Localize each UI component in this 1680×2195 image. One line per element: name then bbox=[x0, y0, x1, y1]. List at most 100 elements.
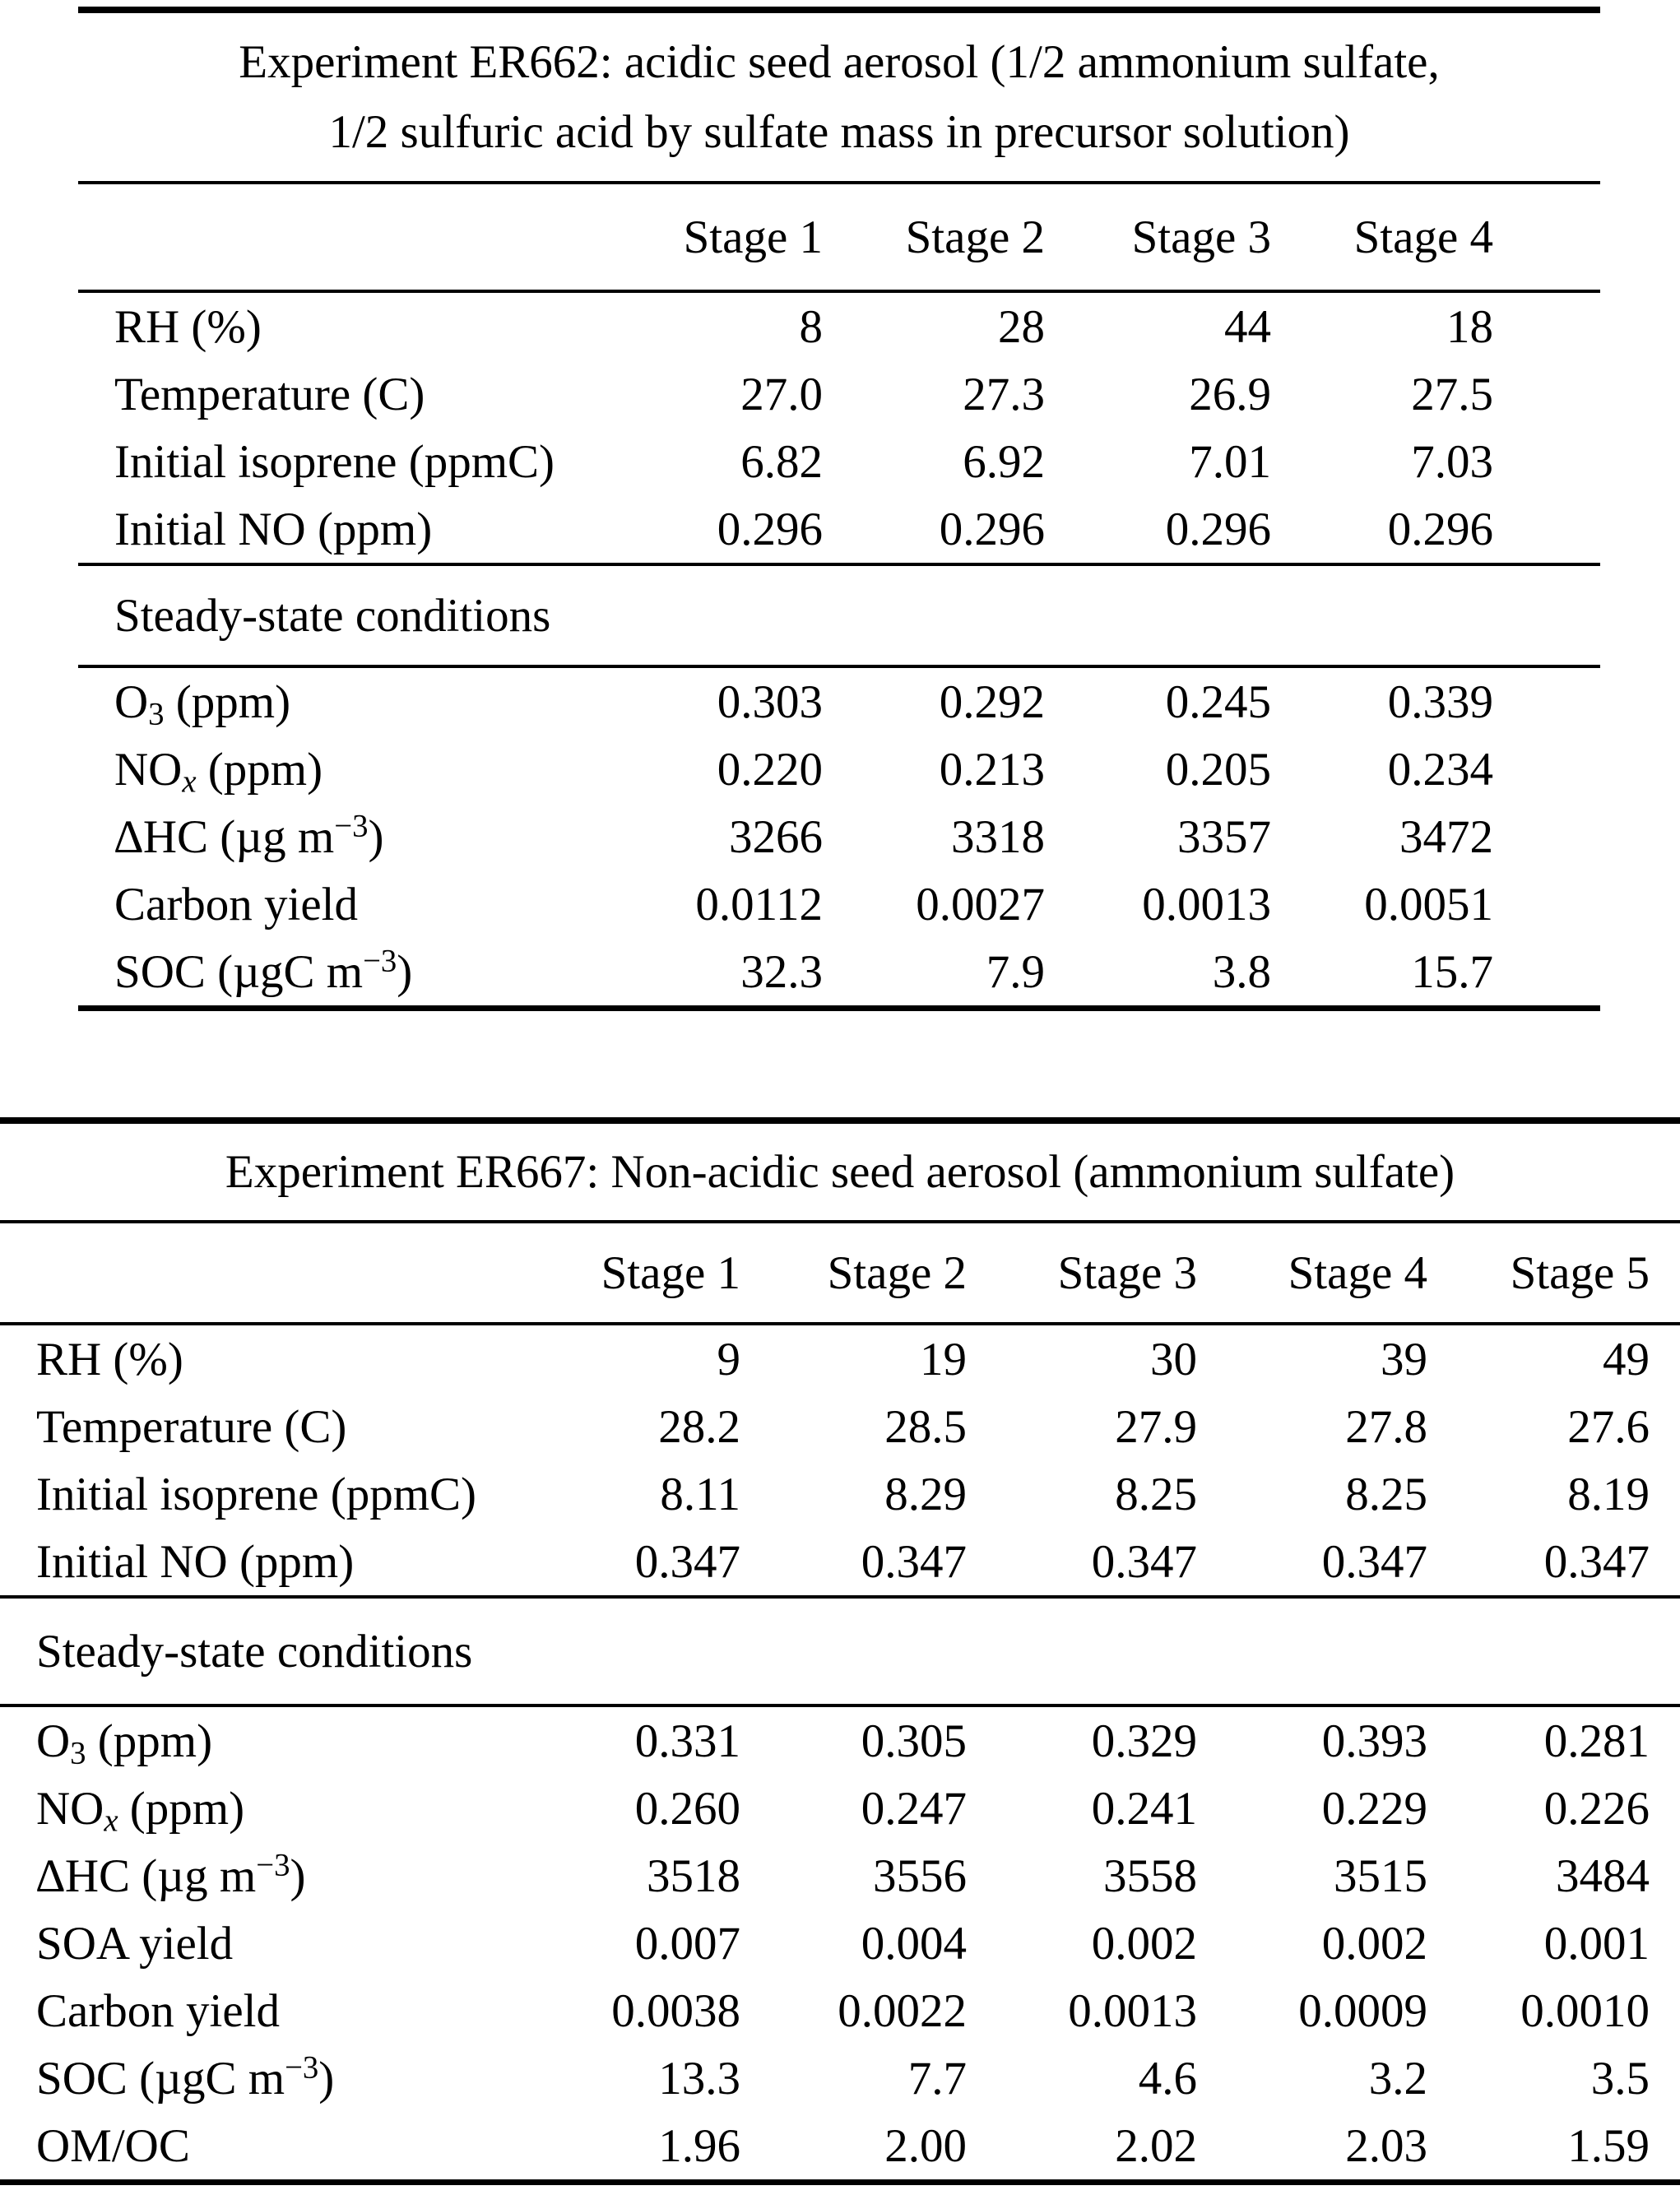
table-row: NOx (ppm) 0.260 0.247 0.241 0.229 0.226 bbox=[0, 1775, 1680, 1842]
stage-value: 3.8 bbox=[1212, 945, 1271, 998]
stage-value: 0.347 bbox=[1543, 1535, 1650, 1588]
stage-value: 0.247 bbox=[861, 1782, 967, 1835]
stage-value: 15.7 bbox=[1411, 945, 1493, 998]
stage-value: 0.002 bbox=[1321, 1917, 1427, 1970]
steady-state-rows: O3 (ppm) 0.331 0.305 0.329 0.393 0.281 NOx (pp… bbox=[0, 1707, 1680, 2179]
stage-value: 0.002 bbox=[1091, 1917, 1197, 1970]
row-label: SOC (µgC m−3) bbox=[114, 943, 413, 998]
row-label: RH (%) bbox=[114, 300, 262, 353]
initial-conditions-rows: RH (%) 9 19 30 39 49 Temperature (C) 28.2 28.5 27… bbox=[0, 1325, 1680, 1595]
stage-header-cell: Stage 1 bbox=[601, 1246, 740, 1299]
stage-value: 0.226 bbox=[1543, 1782, 1650, 1835]
stage-value: 0.245 bbox=[1165, 675, 1271, 728]
stage-value: 7.7 bbox=[907, 2052, 967, 2105]
stage-value: 6.82 bbox=[740, 435, 823, 488]
stage-value: 0.229 bbox=[1321, 1782, 1427, 1835]
table-bottom-rule bbox=[78, 1005, 1600, 1011]
stage-value: 0.0027 bbox=[916, 878, 1045, 930]
stage-value: 0.0051 bbox=[1364, 878, 1493, 930]
stage-value: 3.2 bbox=[1368, 2052, 1427, 2105]
title-line: Experiment ER662: acidic seed aerosol (1… bbox=[239, 36, 1440, 88]
stage-value: 7.9 bbox=[986, 945, 1045, 998]
stage-value: 0.0038 bbox=[611, 1984, 740, 2037]
stage-value: 0.347 bbox=[1321, 1535, 1427, 1588]
rule-below-title bbox=[0, 1220, 1680, 1223]
stage-value: 3472 bbox=[1399, 810, 1493, 863]
stage-value: 3318 bbox=[951, 810, 1045, 863]
table-row: Carbon yield 0.0112 0.0027 0.0013 0.0051 bbox=[78, 870, 1600, 938]
stage-value: 28.5 bbox=[884, 1400, 967, 1453]
table-row: SOC (µgC m−3) 32.3 7.9 3.8 15.7 bbox=[78, 938, 1600, 1005]
stage-value: 30 bbox=[1150, 1333, 1197, 1385]
row-label: SOC (µgC m−3) bbox=[36, 2049, 335, 2105]
row-label: Initial isoprene (ppmC) bbox=[36, 1468, 477, 1520]
stage-value: 13.3 bbox=[658, 2052, 740, 2105]
stage-value: 0.296 bbox=[1387, 503, 1493, 555]
stage-value: 27.0 bbox=[740, 368, 823, 420]
row-label: RH (%) bbox=[36, 1333, 183, 1385]
table-title: Experiment ER662: acidic seed aerosol (1… bbox=[78, 13, 1600, 181]
section-label: Steady-state conditions bbox=[36, 1625, 473, 1678]
steady-state-rows: O3 (ppm) 0.303 0.292 0.245 0.339 NOx (ppm) 0.2… bbox=[78, 668, 1600, 1005]
table-row: O3 (ppm) 0.303 0.292 0.245 0.339 bbox=[78, 668, 1600, 736]
row-label: NOx (ppm) bbox=[36, 1782, 245, 1839]
table-row: Initial isoprene (ppmC) 8.11 8.29 8.25 8.25 8… bbox=[0, 1460, 1680, 1528]
row-label: Temperature (C) bbox=[36, 1400, 347, 1453]
table-row: RH (%) 9 19 30 39 49 bbox=[0, 1325, 1680, 1393]
stage-value: 0.0112 bbox=[695, 878, 823, 930]
stage-value: 0.305 bbox=[861, 1715, 967, 1767]
table-title: Experiment ER667: Non-acidic seed aeroso… bbox=[0, 1124, 1680, 1220]
stage-value: 18 bbox=[1446, 300, 1493, 353]
stage-value: 0.004 bbox=[861, 1917, 967, 1970]
stage-value: 32.3 bbox=[740, 945, 823, 998]
stage-value: 0.347 bbox=[861, 1535, 967, 1588]
stage-value: 0.347 bbox=[1091, 1535, 1197, 1588]
section-row: Steady-state conditions bbox=[0, 1599, 1680, 1704]
stage-header-cell: Stage 2 bbox=[827, 1246, 967, 1299]
rule-below-header bbox=[78, 290, 1600, 293]
row-label: O3 (ppm) bbox=[114, 675, 291, 732]
stage-header-cell: Stage 1 bbox=[683, 211, 823, 263]
stage-value: 0.296 bbox=[717, 503, 823, 555]
stage-value: 7.01 bbox=[1189, 435, 1271, 488]
table-bottom-rule bbox=[0, 2179, 1680, 2185]
stage-value: 0.296 bbox=[1165, 503, 1271, 555]
stage-value: 0.0022 bbox=[838, 1984, 967, 2037]
stage-value: 0.303 bbox=[717, 675, 823, 728]
stage-value: 0.0009 bbox=[1298, 1984, 1427, 2037]
table-er662: Experiment ER662: acidic seed aerosol (1… bbox=[78, 7, 1600, 1011]
row-label: ∆HC (µg m−3) bbox=[36, 1847, 306, 1902]
row-label: Carbon yield bbox=[36, 1984, 281, 2037]
row-label: O3 (ppm) bbox=[36, 1715, 213, 1771]
stage-header-row: Stage 1 Stage 2 Stage 3 Stage 4 Stage 5 bbox=[0, 1223, 1680, 1322]
rule-below-header bbox=[0, 1322, 1680, 1325]
stage-value: 0.0013 bbox=[1068, 1984, 1197, 2037]
stage-value: 8.25 bbox=[1345, 1468, 1427, 1520]
stage-value: 8.25 bbox=[1115, 1468, 1197, 1520]
row-label: OM/OC bbox=[36, 2119, 190, 2172]
stage-value: 8.11 bbox=[660, 1468, 740, 1520]
stage-value: 0.0013 bbox=[1142, 878, 1271, 930]
stage-value: 27.8 bbox=[1345, 1400, 1427, 1453]
title-line: Experiment ER667: Non-acidic seed aeroso… bbox=[225, 1146, 1455, 1198]
stage-value: 0.001 bbox=[1543, 1917, 1650, 1970]
stage-value: 3484 bbox=[1556, 1849, 1650, 1902]
initial-conditions-rows: RH (%) 8 28 44 18 Temperature (C) 27.0 27.3 26.9… bbox=[78, 293, 1600, 563]
table-top-rule bbox=[0, 1117, 1680, 1124]
stage-value: 44 bbox=[1224, 300, 1271, 353]
table-row: Initial NO (ppm) 0.347 0.347 0.347 0.347 0.34… bbox=[0, 1528, 1680, 1595]
rule-above-section bbox=[0, 1595, 1680, 1599]
stage-value: 0.213 bbox=[939, 743, 1045, 796]
stage-value: 4.6 bbox=[1138, 2052, 1197, 2105]
rule-above-section bbox=[78, 563, 1600, 566]
stage-value: 0.205 bbox=[1165, 743, 1271, 796]
stage-value: 26.9 bbox=[1189, 368, 1271, 420]
stage-value: 0.329 bbox=[1091, 1715, 1197, 1767]
table-row: ∆HC (µg m−3) 3518 3556 3558 3515 3484 bbox=[0, 1842, 1680, 1910]
stage-value: 1.59 bbox=[1567, 2119, 1650, 2172]
stage-value: 9 bbox=[717, 1333, 741, 1385]
stage-value: 27.3 bbox=[963, 368, 1045, 420]
stage-value: 27.9 bbox=[1115, 1400, 1197, 1453]
table-row: SOA yield 0.007 0.004 0.002 0.002 0.001 bbox=[0, 1910, 1680, 1977]
stage-value: 27.5 bbox=[1411, 368, 1493, 420]
